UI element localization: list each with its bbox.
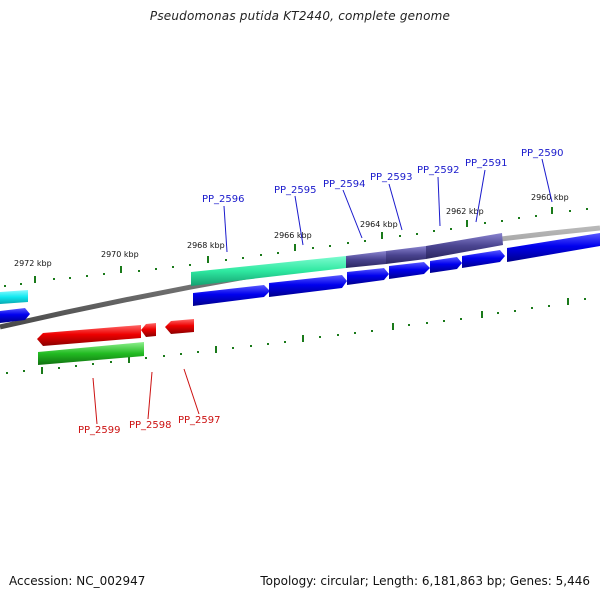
cds-track-upper xyxy=(0,233,503,304)
tick-label-2966: 2966 kbp xyxy=(274,231,312,240)
gene-arrow-pp-2598[interactable] xyxy=(141,323,156,337)
gene-label-pp-2595[interactable]: PP_2595 xyxy=(274,185,317,196)
label-leader-lines xyxy=(92,158,553,425)
genome-backbone xyxy=(0,225,600,330)
tick-label-2968: 2968 kbp xyxy=(187,241,225,250)
accession-text: Accession: NC_002947 xyxy=(9,574,146,588)
tick-label-2964: 2964 kbp xyxy=(360,220,398,229)
tick-label-2970: 2970 kbp xyxy=(101,250,139,259)
gene-label-pp-2596[interactable]: PP_2596 xyxy=(202,194,245,205)
cds-feature-slate-2[interactable] xyxy=(386,246,426,264)
cds-feature-cyan[interactable] xyxy=(0,290,28,304)
tick-label-2962: 2962 kbp xyxy=(446,207,484,216)
map-title: Pseudomonas putida KT2440, complete geno… xyxy=(149,9,451,23)
gene-label-pp-2591[interactable]: PP_2591 xyxy=(465,158,508,169)
gene-label-pp-2592[interactable]: PP_2592 xyxy=(417,165,460,176)
plus-gene-labels: PP_2596 PP_2595 PP_2594 PP_2593 PP_2592 … xyxy=(202,148,564,205)
cds-feature-teal[interactable] xyxy=(191,256,346,286)
genome-summary-text: Topology: circular; Length: 6,181,863 bp… xyxy=(260,574,590,588)
gene-label-pp-2598[interactable]: PP_2598 xyxy=(129,420,172,431)
gene-arrow-pp-2591[interactable] xyxy=(462,250,505,268)
gene-arrow-pp-2597[interactable] xyxy=(165,319,194,334)
tick-label-2972: 2972 kbp xyxy=(14,259,52,268)
scale-tick-labels: 2972 kbp 2970 kbp 2968 kbp 2966 kbp 2964… xyxy=(14,193,569,268)
gene-arrow-pp-2593[interactable] xyxy=(389,262,430,279)
gene-label-pp-2599[interactable]: PP_2599 xyxy=(78,425,121,436)
gene-arrow-pp-2599[interactable] xyxy=(37,325,141,346)
minus-gene-labels: PP_2599 PP_2598 PP_2597 xyxy=(78,415,221,436)
gene-arrow-left-edge[interactable] xyxy=(0,308,30,323)
gene-label-pp-2594[interactable]: PP_2594 xyxy=(323,179,366,190)
cds-track-lower xyxy=(38,342,144,365)
gene-label-pp-2590[interactable]: PP_2590 xyxy=(521,148,564,159)
gene-label-pp-2593[interactable]: PP_2593 xyxy=(370,172,413,183)
gene-label-pp-2597[interactable]: PP_2597 xyxy=(178,415,221,426)
plus-strand-genes xyxy=(0,233,600,323)
minus-strand-genes xyxy=(37,319,194,346)
tick-label-2960: 2960 kbp xyxy=(531,193,569,202)
gene-arrow-pp-2590[interactable] xyxy=(507,233,600,262)
cds-feature-slate-3[interactable] xyxy=(426,233,503,259)
cds-feature-green[interactable] xyxy=(38,342,144,365)
gene-arrow-pp-2596[interactable] xyxy=(193,285,270,306)
gene-arrow-pp-2595[interactable] xyxy=(269,275,347,297)
upper-tick-ruler xyxy=(4,207,588,287)
gene-arrow-pp-2592[interactable] xyxy=(430,257,462,273)
cds-feature-slate-1[interactable] xyxy=(346,251,386,268)
lower-tick-ruler xyxy=(6,298,586,374)
gene-arrow-pp-2594[interactable] xyxy=(347,268,389,285)
